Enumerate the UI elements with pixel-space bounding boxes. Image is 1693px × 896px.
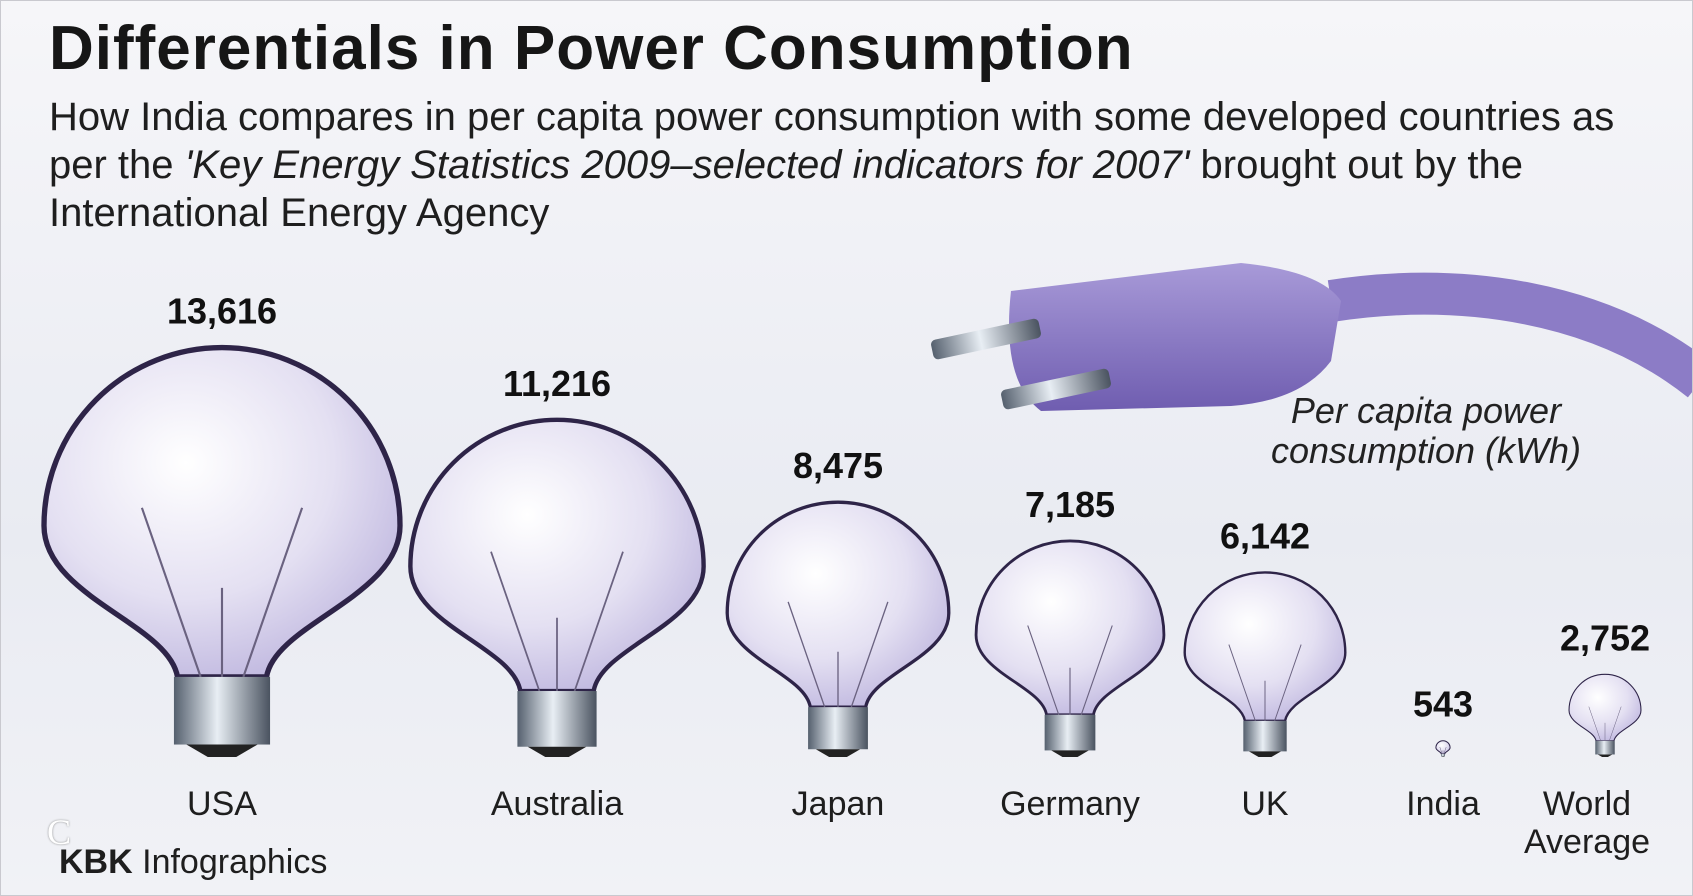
bulb [44, 348, 400, 757]
bulb [1436, 741, 1450, 757]
bulb [1185, 572, 1346, 757]
subtitle: How India compares in per capita power c… [49, 93, 1649, 237]
bulb-tip [186, 745, 257, 757]
category-label: Japan [738, 785, 938, 823]
category-label: World Average [1487, 785, 1687, 861]
bulb-base [174, 677, 270, 745]
bulb-tip [1598, 754, 1612, 757]
value-label: 8,475 [793, 445, 883, 486]
subtitle-source: 'Key Energy Statistics 2009–selected ind… [185, 143, 1190, 187]
bulb-base [1441, 754, 1445, 757]
source-brand: KBK [59, 843, 133, 881]
bulb-tip [1249, 751, 1281, 757]
bulb [410, 420, 703, 757]
category-label: Germany [970, 785, 1170, 823]
plug-illustration [930, 263, 1692, 411]
category-label: USA [122, 785, 322, 823]
bulb-base [1243, 721, 1286, 752]
cord [1331, 294, 1692, 381]
source-text: Infographics [142, 843, 327, 881]
bulb [727, 502, 949, 757]
bulb-base [1045, 715, 1096, 751]
bulb-base [517, 691, 596, 747]
bulb-tip [1051, 750, 1089, 757]
category-label: UK [1165, 785, 1365, 823]
value-label: 543 [1413, 684, 1473, 725]
bulb-base [808, 707, 868, 749]
bulb-base [1595, 741, 1614, 755]
value-label: 7,185 [1025, 484, 1115, 525]
source: KBK Infographics [59, 843, 327, 882]
unit-annotation: Per capita power consumption (kWh) [1191, 391, 1661, 471]
infographic: 13,616 11,216 8,475 7,185 6,142 543 2,752 Diff… [0, 0, 1693, 896]
bulb-tip [816, 749, 860, 757]
value-label: 13,616 [167, 291, 277, 332]
category-label: Australia [457, 785, 657, 823]
value-label: 2,752 [1560, 617, 1650, 658]
value-label: 6,142 [1220, 515, 1310, 556]
bulb [976, 541, 1164, 757]
value-label: 11,216 [503, 363, 611, 404]
bulb-tip [528, 747, 587, 757]
chart-title: Differentials in Power Consumption [49, 13, 1134, 84]
bulb [1569, 674, 1641, 757]
